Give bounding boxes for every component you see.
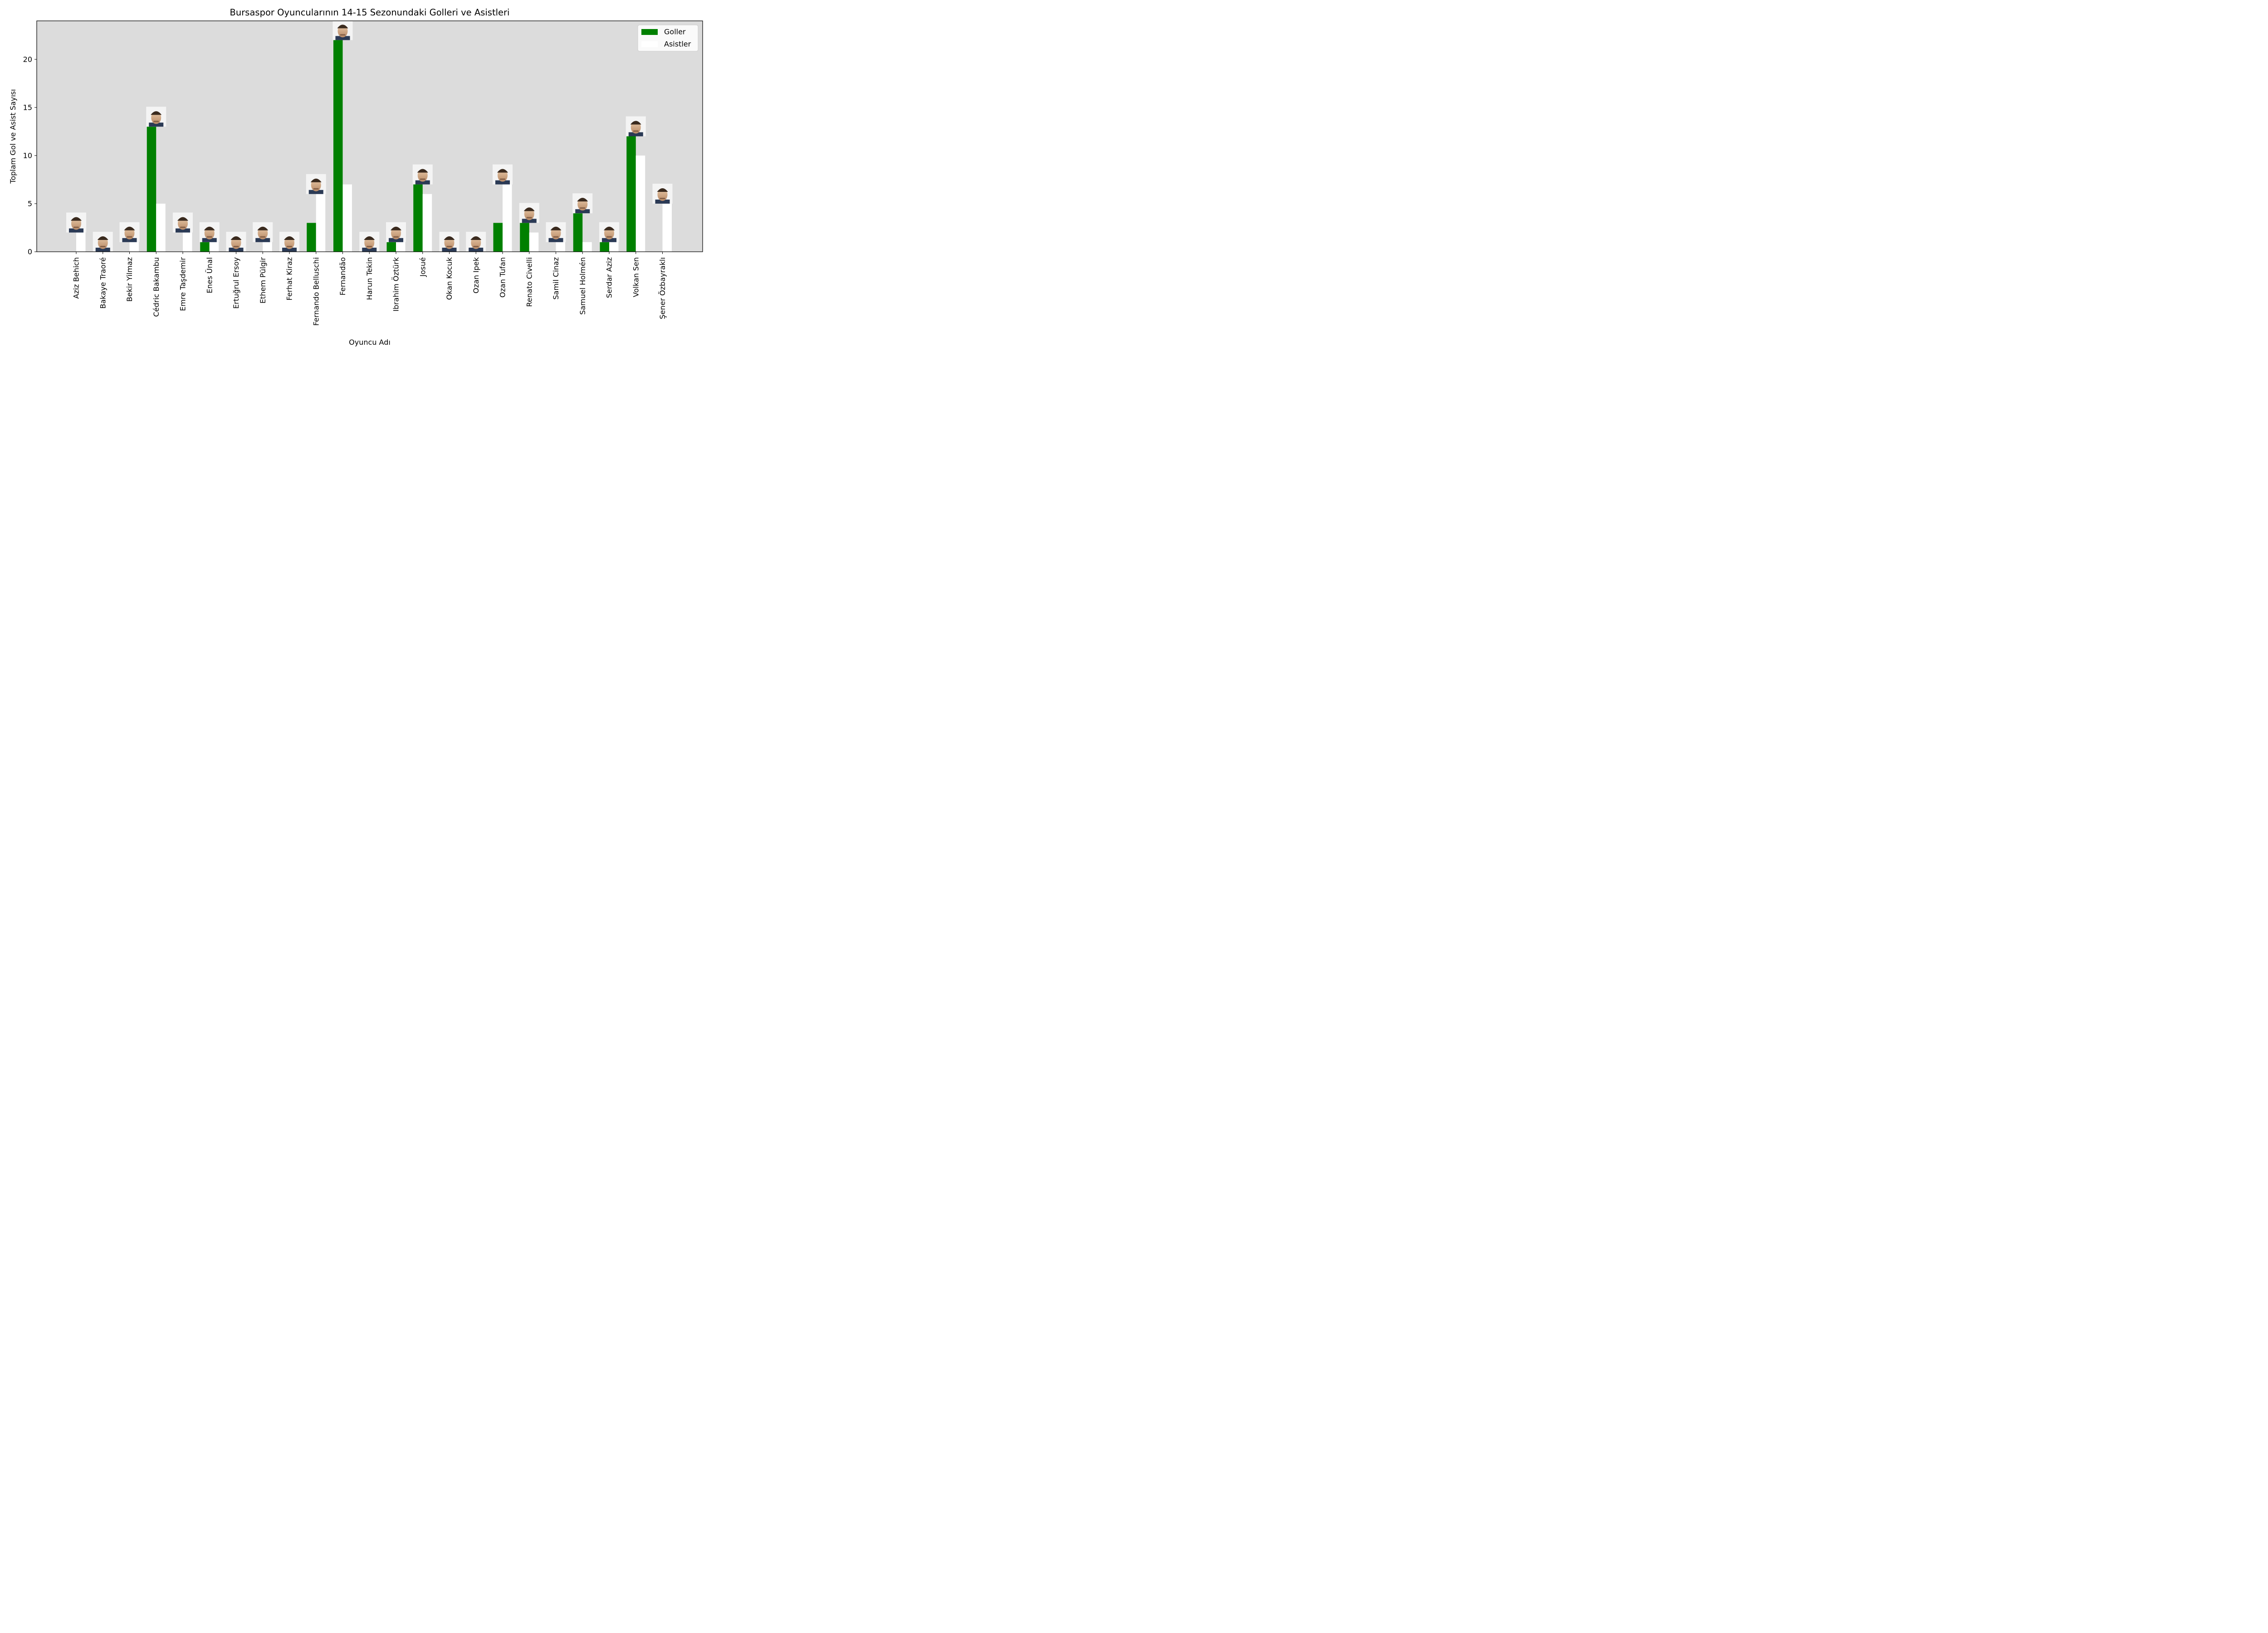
bar-goals [413,184,423,252]
player-photo-icon [173,212,193,233]
bar-assists [529,232,539,252]
x-tick-label: Harun Tekin [365,257,374,300]
x-tick-label: Cédric Bakambu [152,257,161,317]
x-tick-label: Ethem Pülgir [259,257,267,304]
legend-label: Asistler [664,40,691,49]
bar-goals [386,242,396,252]
player-photo-icon [93,232,113,252]
x-tick-label: Samil Cinaz [552,257,560,299]
bar-assists [156,203,166,252]
bar-goals [600,242,609,252]
player-photo-icon [439,232,459,252]
bar-assists [129,242,139,252]
player-photos-layer [66,20,673,252]
legend-label: Goller [664,28,686,36]
player-photo-icon [279,232,299,252]
bar-assists [503,184,512,252]
bar-assists [342,184,352,252]
y-tick-label: 0 [28,248,32,256]
x-tick-label: Bekir Yilmaz [125,257,134,302]
x-tick-label: Aziz Behich [72,257,81,299]
x-tick-label: Emre Taşdemir [179,257,187,311]
player-photo-icon [652,183,673,204]
bar-assists [635,155,645,252]
bar-goals [200,242,210,252]
x-tick-label: Renato Civelli [525,257,533,307]
player-photo-icon [572,193,593,214]
y-axis-title: Toplam Gol ve Asist Sayısı [9,89,17,184]
x-tick-label: Şener Özbayraklı [658,257,667,319]
x-tick-label: Ertuğrul Ersoy [232,257,240,309]
x-axis: Aziz Behich Bakaye Traoré Bekir Yilmaz Cédr… [72,252,667,326]
player-photo-icon [226,232,246,252]
player-photo-icon [146,107,166,127]
player-photo-icon [493,164,513,185]
bar-assists [662,203,672,252]
bar-assists [263,242,272,252]
bar-goals [307,223,316,252]
x-tick-label: Volkan Sen [631,257,640,297]
x-tick-label: Fernandão [338,257,347,295]
bar-goals [147,127,156,252]
bar-assists [76,232,86,252]
legend-swatch [641,29,658,35]
player-photo-icon [519,203,539,223]
y-tick-label: 15 [23,103,32,112]
player-photo-icon [412,164,433,185]
bar-assists [209,242,219,252]
bar-assists [396,242,406,252]
y-tick-label: 5 [28,199,32,208]
bar-assists [582,242,592,252]
player-photo-icon [253,222,273,242]
x-tick-label: Josué [418,257,427,277]
legend: Goller Asistler [637,24,699,52]
x-tick-label: Okan Kocuk [445,257,454,300]
player-photo-icon [332,20,353,40]
x-tick-label: Ibrahim Öztürk [392,257,401,312]
x-tick-label: Serdar Aziz [605,257,614,298]
x-tick-label: Ferhat Kiraz [285,257,294,301]
player-photo-icon [119,222,140,242]
x-tick-label: Fernando Belluschi [312,257,320,326]
player-photo-icon [546,222,566,242]
player-photo-icon [199,222,220,242]
player-photo-icon [466,232,486,252]
x-tick-label: Samuel Holmén [578,257,587,315]
y-tick-label: 10 [23,151,32,160]
legend-swatch [641,41,658,47]
plot-frame [36,20,703,252]
bar-goals [626,136,636,252]
bar-assists [422,194,432,252]
bar-assists [556,242,565,252]
bar-goals [333,40,343,252]
player-photo-icon [66,212,86,233]
bar-goals [573,213,583,252]
x-tick-label: Enes Ünal [205,257,214,293]
y-axis: 0 5 10 15 20 [23,55,37,256]
player-photo-icon [599,222,619,242]
x-tick-label: Ozan Tufan [499,257,507,298]
x-tick-label: Ozan Ipek [472,257,480,293]
player-photo-icon [306,174,326,194]
player-photo-icon [359,232,380,252]
bars-layer [76,40,672,252]
bar-goals [520,223,529,252]
x-axis-title: Oyuncu Adı [349,338,391,347]
bar-assists [609,242,619,252]
y-tick-label: 20 [23,55,32,64]
bar-assists [316,194,326,252]
x-tick-label: Bakaye Traoré [98,257,107,309]
bar-assists [183,232,192,252]
plot-area [37,21,703,252]
chart-title: Bursaspor Oyuncularının 14-15 Sezonundak… [230,7,510,18]
chart-figure: 0 5 10 15 20 Aziz Behich Bakaye Traoré Bekir Y… [0,0,711,356]
bar-goals [493,223,503,252]
player-photo-icon [386,222,406,242]
player-photo-icon [626,116,646,137]
